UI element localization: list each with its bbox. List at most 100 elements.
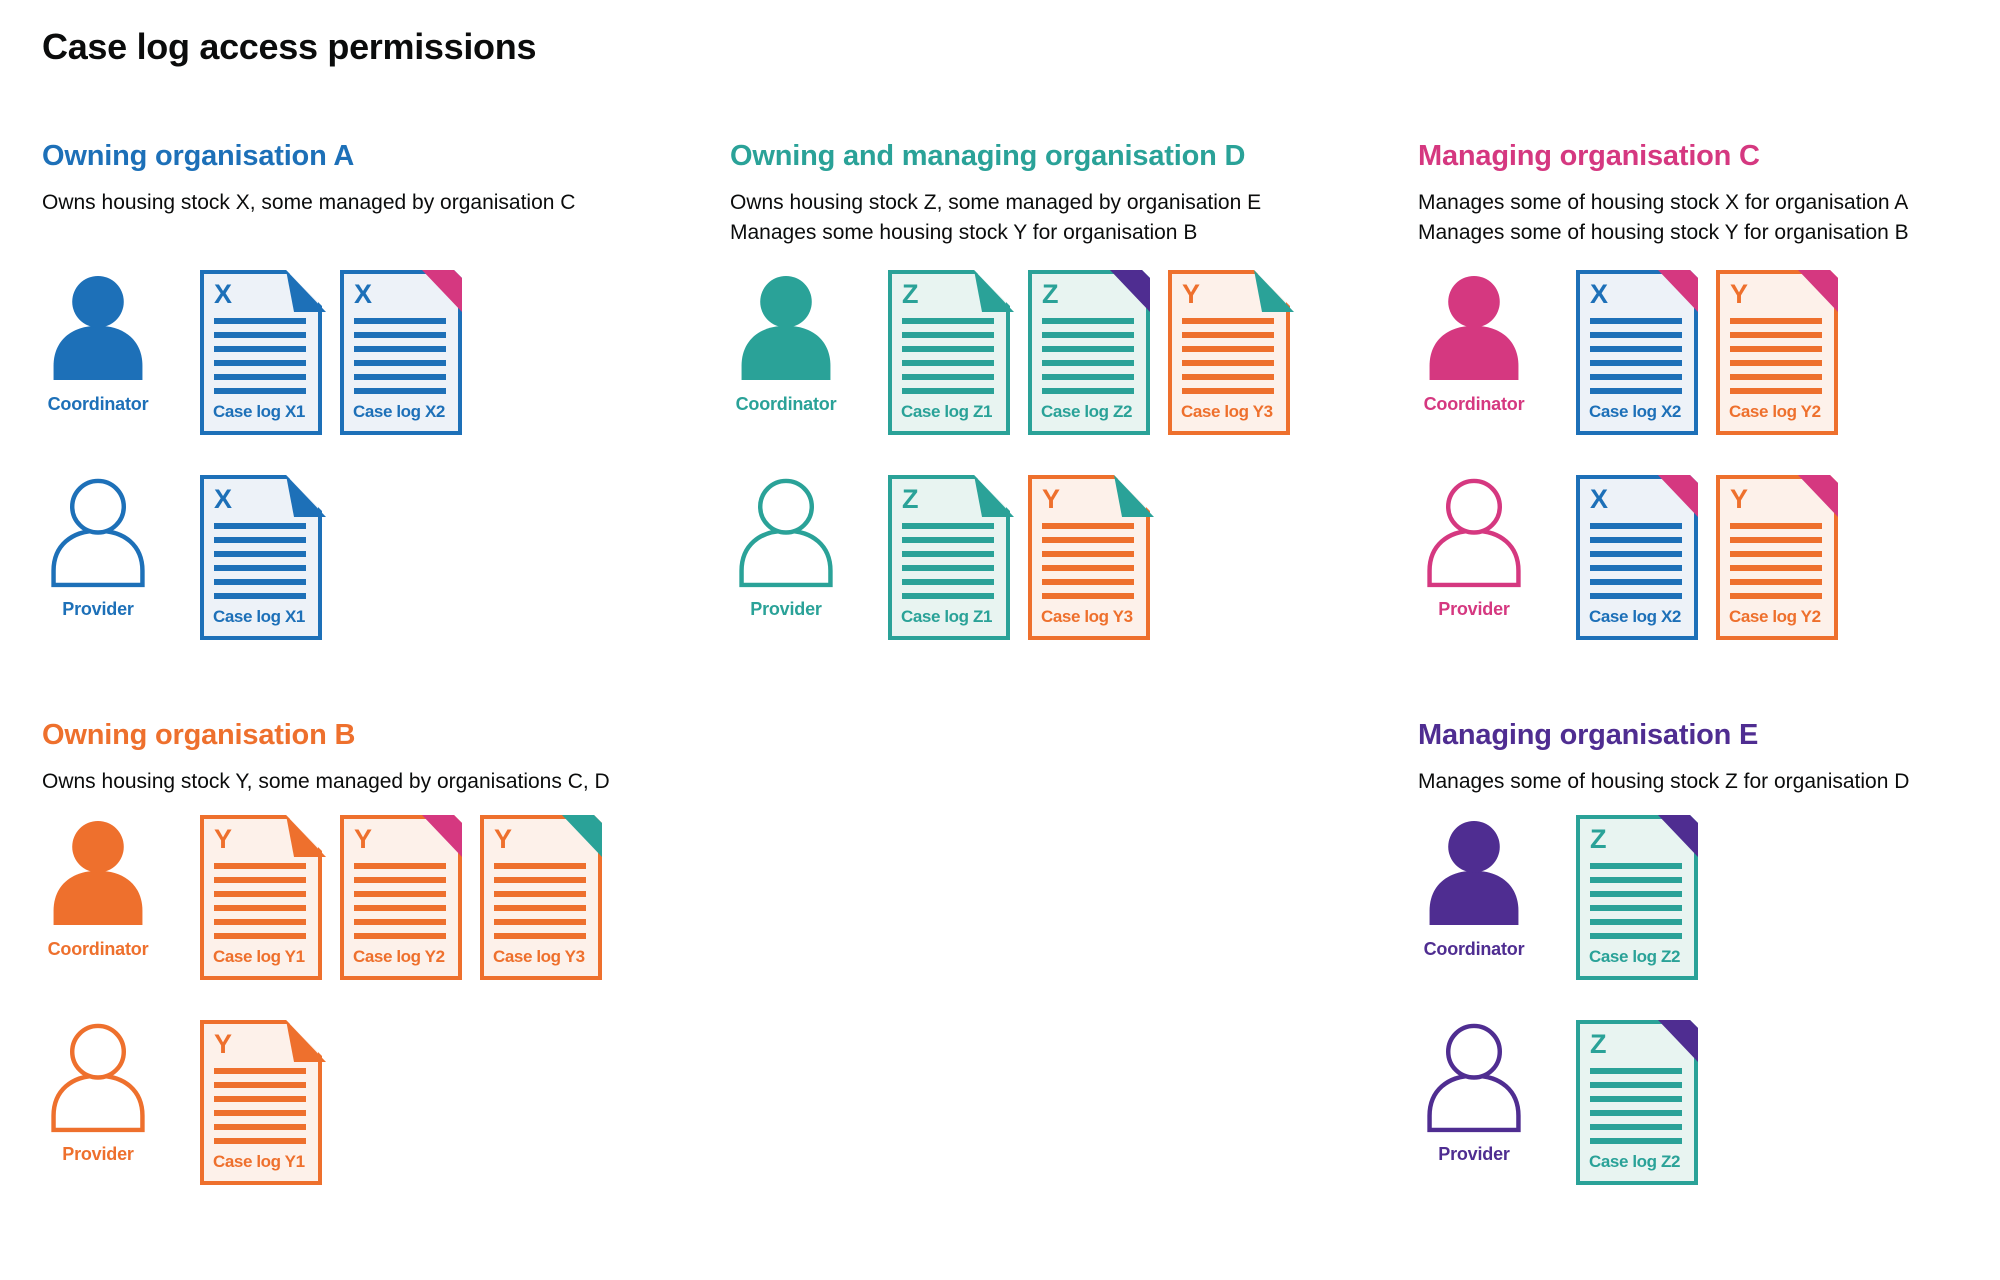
case-log-documents: X Case log X1 X Case log X2 — [200, 270, 462, 436]
document-text-line — [214, 331, 306, 338]
document-text-line — [1590, 1067, 1682, 1074]
role-label: Provider — [1438, 599, 1510, 620]
case-log-stock-letter: Y — [1730, 279, 1749, 310]
case-log-stock-letter: Y — [494, 823, 513, 854]
document-text-line — [214, 345, 306, 352]
person-outline-icon — [739, 478, 833, 588]
document-text-lines — [214, 1067, 318, 1144]
document-text-lines — [1590, 862, 1694, 939]
folded-corner-icon — [1114, 475, 1154, 518]
case-log-stock-letter: X — [214, 279, 233, 310]
document-text-line — [1182, 359, 1274, 366]
section-description-line: Owns housing stock Y, some managed by or… — [42, 769, 610, 793]
case-log-stock-letter: Z — [1590, 1028, 1607, 1059]
section-owning-organisation-a: Owning organisation A Owns housing stock … — [42, 139, 730, 641]
document-text-line — [1730, 592, 1822, 599]
document-text-line — [902, 522, 994, 529]
document-text-line — [1042, 387, 1134, 394]
case-log-label: Case log X2 — [1589, 607, 1681, 627]
document-text-line — [902, 331, 994, 338]
person-outline-icon — [51, 1023, 145, 1133]
role-label: Coordinator — [1423, 938, 1525, 959]
document-text-line — [1042, 592, 1134, 599]
case-log-label: Case log Y3 — [1041, 607, 1133, 627]
case-log-label: Case log Y2 — [353, 946, 445, 966]
case-log-document: Y Case log Y3 — [1028, 475, 1154, 641]
role-row-provider: Provider Z Case log Z2 — [1418, 1019, 1978, 1185]
document-text-lines — [214, 317, 318, 394]
document-text-line — [494, 890, 586, 897]
case-log-document: Y Case log Y2 — [340, 814, 462, 980]
folded-corner-icon — [286, 475, 326, 518]
document-text-line — [1042, 331, 1134, 338]
role-row-provider: Provider X Case log X2 Y Case log Y2 — [1418, 475, 1978, 641]
folded-corner-icon — [1110, 270, 1150, 313]
document-text-line — [1730, 578, 1822, 585]
document-text-line — [902, 317, 994, 324]
document-text-line — [1042, 550, 1134, 557]
roles: Coordinator X Case log X1 X Case log X2 Provi… — [42, 270, 730, 641]
case-log-label: Case log Z1 — [901, 607, 993, 627]
document-text-line — [214, 862, 306, 869]
document-text-lines — [1182, 317, 1286, 394]
document-text-line — [1730, 373, 1822, 380]
section-owning-and-managing-organisation-d: Owning and managing organisation D Owns h… — [730, 139, 1418, 641]
section-title: Owning and managing organisation D — [730, 140, 1246, 173]
section-description-line: Manages some of housing stock X for orga… — [1418, 191, 1909, 215]
section-description-line: Manages some housing stock Y for organis… — [730, 221, 1198, 245]
document-text-line — [494, 918, 586, 925]
document-text-line — [354, 317, 446, 324]
document-text-line — [494, 876, 586, 883]
document-text-line — [214, 564, 306, 571]
roles: Coordinator Y Case log Y1 Y Case log Y2 Y Case… — [42, 814, 730, 1185]
person-filled-icon — [741, 276, 831, 381]
role-row-provider: Provider Y Case log Y1 — [42, 1019, 730, 1185]
role-label: Provider — [1438, 1143, 1510, 1164]
case-log-label: Case log Y1 — [213, 946, 305, 966]
document-text-line — [214, 1095, 306, 1102]
document-text-line — [1042, 345, 1134, 352]
document-text-lines — [214, 862, 318, 939]
case-log-documents: Y Case log Y1 — [200, 1019, 326, 1185]
case-log-stock-letter: Y — [1182, 279, 1201, 310]
case-log-label: Case log Y3 — [1181, 402, 1273, 422]
document-text-line — [1590, 536, 1682, 543]
section-description-line: Manages some of housing stock Y for orga… — [1418, 221, 1909, 245]
document-text-line — [354, 876, 446, 883]
role-row-provider: Provider Z Case log Z1 Y Case log Y3 — [730, 475, 1418, 641]
document-text-line — [1182, 331, 1274, 338]
person-outline-icon — [1427, 478, 1521, 588]
document-text-lines — [1590, 522, 1694, 599]
section-title: Owning organisation B — [42, 719, 356, 752]
document-text-line — [902, 592, 994, 599]
document-text-line — [1590, 522, 1682, 529]
folded-corner-icon — [286, 814, 326, 857]
person: Provider — [42, 475, 154, 620]
role-label: Provider — [62, 1143, 134, 1164]
document-text-line — [1590, 550, 1682, 557]
case-log-document: Z Case log Z2 — [1576, 814, 1698, 980]
person-filled-icon — [53, 276, 143, 381]
role-label: Provider — [750, 599, 822, 620]
case-log-stock-letter: Z — [902, 279, 919, 310]
document-text-line — [354, 331, 446, 338]
case-log-label: Case log X2 — [1589, 402, 1681, 422]
section-managing-organisation-e: Managing organisation E Manages some of h… — [1418, 718, 1978, 1185]
document-text-line — [354, 862, 446, 869]
folded-corner-icon — [562, 814, 602, 857]
person-filled-icon — [53, 820, 143, 925]
folded-corner-icon — [974, 475, 1014, 518]
document-text-lines — [1042, 522, 1146, 599]
case-log-stock-letter: Z — [1590, 823, 1607, 854]
document-text-line — [1182, 387, 1274, 394]
document-text-line — [1590, 890, 1682, 897]
document-text-line — [214, 1081, 306, 1088]
case-log-stock-letter: Z — [1042, 279, 1059, 310]
folded-corner-icon — [1254, 270, 1294, 313]
case-log-document: Z Case log Z1 — [888, 270, 1014, 436]
document-text-line — [902, 536, 994, 543]
document-text-line — [1730, 550, 1822, 557]
document-text-lines — [354, 862, 458, 939]
document-text-line — [214, 592, 306, 599]
section-description-line: Owns housing stock Z, some managed by or… — [730, 191, 1262, 215]
